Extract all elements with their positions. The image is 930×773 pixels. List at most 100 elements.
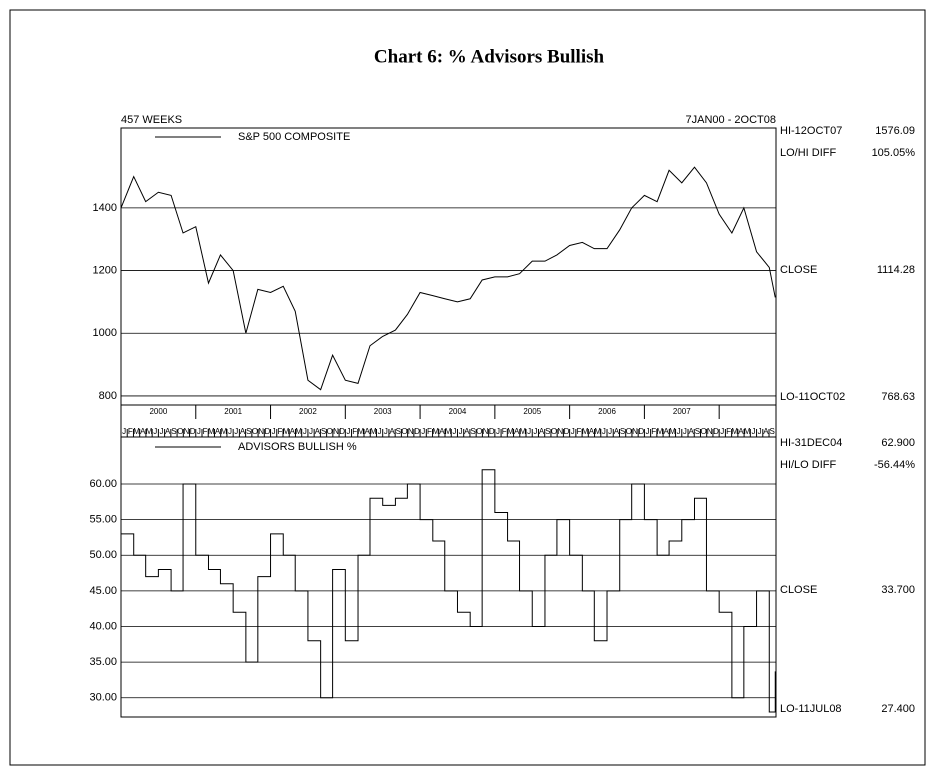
month-label: D: [564, 427, 570, 436]
chart-title: Chart 6: % Advisors Bullish: [374, 46, 605, 67]
month-label: M: [731, 427, 738, 436]
month-label: S: [246, 427, 251, 436]
series-line: [120, 166, 776, 391]
x-tick-label: 2007: [673, 407, 691, 416]
month-label: F: [128, 427, 133, 436]
month-label: A: [315, 427, 321, 436]
month-label: J: [533, 427, 537, 436]
month-label: M: [146, 427, 153, 436]
month-label: N: [408, 427, 414, 436]
month-label: J: [197, 427, 201, 436]
month-label: J: [646, 427, 650, 436]
month-label: S: [769, 427, 774, 436]
month-label: J: [346, 427, 350, 436]
month-label: F: [277, 427, 282, 436]
month-label: F: [203, 427, 208, 436]
month-label: J: [272, 427, 276, 436]
stat-label: HI-31DEC04: [780, 437, 842, 449]
month-label: J: [160, 427, 164, 436]
month-label: A: [664, 427, 670, 436]
month-label: N: [632, 427, 638, 436]
month-label: M: [507, 427, 514, 436]
month-label: D: [339, 427, 345, 436]
month-label: J: [459, 427, 463, 436]
month-label: J: [378, 427, 382, 436]
month-label: M: [744, 427, 751, 436]
month-label: J: [153, 427, 157, 436]
stat-value: 105.05%: [872, 147, 916, 159]
month-label: F: [427, 427, 432, 436]
stat-label: HI-12OCT07: [780, 125, 842, 137]
month-label: J: [122, 427, 126, 436]
month-label: A: [389, 427, 395, 436]
stat-value: 1114.28: [877, 264, 915, 276]
month-label: N: [258, 427, 264, 436]
month-label: A: [738, 427, 744, 436]
month-label: D: [265, 427, 271, 436]
month-label: J: [228, 427, 232, 436]
month-label: J: [309, 427, 313, 436]
stat-value: 768.63: [881, 391, 915, 403]
month-label: A: [763, 427, 769, 436]
y-tick-label: 30.00: [89, 692, 117, 704]
stat-value: 27.400: [881, 703, 915, 715]
month-label: S: [171, 427, 176, 436]
month-label: M: [283, 427, 290, 436]
month-label: D: [190, 427, 196, 436]
month-label: O: [252, 427, 258, 436]
month-label: D: [713, 427, 719, 436]
x-tick-label: 2005: [523, 407, 541, 416]
month-label: J: [527, 427, 531, 436]
date-range: 7JAN00 - 2OCT08: [686, 114, 776, 126]
month-label: O: [327, 427, 333, 436]
y-tick-label: 1200: [93, 264, 117, 276]
month-label: O: [476, 427, 482, 436]
legend-label: ADVISORS BULLISH %: [238, 441, 357, 453]
month-label: M: [370, 427, 377, 436]
stat-label: CLOSE: [780, 584, 817, 596]
month-label: A: [464, 427, 470, 436]
period-label: 457 WEEKS: [121, 114, 182, 126]
month-label: M: [657, 427, 664, 436]
month-label: S: [321, 427, 326, 436]
month-label: N: [707, 427, 713, 436]
month-label: J: [602, 427, 606, 436]
month-label: M: [445, 427, 452, 436]
month-label: N: [483, 427, 489, 436]
y-tick-label: 50.00: [89, 549, 117, 561]
month-label: A: [165, 427, 171, 436]
stat-label: CLOSE: [780, 264, 817, 276]
month-label: A: [364, 427, 370, 436]
month-label: S: [695, 427, 700, 436]
month-label: N: [333, 427, 339, 436]
month-label: J: [452, 427, 456, 436]
month-label: F: [726, 427, 731, 436]
month-label: J: [496, 427, 500, 436]
y-tick-label: 45.00: [89, 585, 117, 597]
month-label: J: [571, 427, 575, 436]
month-label: N: [184, 427, 190, 436]
plot-frame: [120, 127, 777, 406]
month-label: O: [401, 427, 407, 436]
y-tick-label: 1400: [93, 202, 117, 214]
month-label: J: [384, 427, 388, 436]
legend-label: S&P 500 COMPOSITE: [238, 131, 350, 143]
month-label: M: [133, 427, 140, 436]
month-label: O: [551, 427, 557, 436]
x-tick-label: 2004: [449, 407, 467, 416]
month-label: M: [358, 427, 365, 436]
series-line: [121, 469, 776, 713]
month-label: A: [614, 427, 620, 436]
y-tick-label: 60.00: [89, 478, 117, 490]
month-label: S: [620, 427, 625, 436]
x-tick-label: 2006: [598, 407, 616, 416]
month-label: O: [700, 427, 706, 436]
month-label: J: [234, 427, 238, 436]
month-label: M: [295, 427, 302, 436]
month-label: O: [626, 427, 632, 436]
plot-frame: [120, 436, 777, 718]
month-label: F: [651, 427, 656, 436]
month-label: A: [688, 427, 694, 436]
stat-label: HI/LO DIFF: [780, 459, 837, 471]
